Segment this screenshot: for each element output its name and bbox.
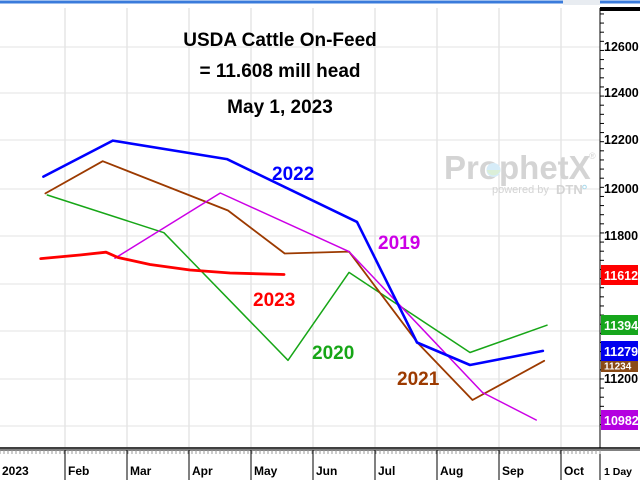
svg-text:11800: 11800 bbox=[604, 229, 638, 243]
svg-text:12200: 12200 bbox=[604, 133, 639, 147]
svg-text:May 1, 2023: May 1, 2023 bbox=[227, 97, 333, 118]
svg-text:11394: 11394 bbox=[604, 319, 638, 333]
svg-text:2023: 2023 bbox=[253, 290, 295, 311]
svg-text:powered by: powered by bbox=[492, 184, 549, 196]
svg-text:Jul: Jul bbox=[378, 464, 395, 478]
svg-text:Aug: Aug bbox=[440, 464, 463, 478]
svg-text:DTN: DTN bbox=[556, 182, 583, 197]
svg-text:Feb: Feb bbox=[68, 464, 89, 478]
svg-text:May: May bbox=[254, 464, 278, 478]
svg-text:Oct: Oct bbox=[564, 464, 584, 478]
svg-text:11200: 11200 bbox=[604, 372, 638, 386]
svg-text:USDA Cattle On-Feed: USDA Cattle On-Feed bbox=[183, 30, 377, 51]
svg-text:12000: 12000 bbox=[604, 182, 639, 196]
svg-text:12600: 12600 bbox=[604, 40, 639, 54]
svg-text:Jun: Jun bbox=[316, 464, 337, 478]
svg-text:11612: 11612 bbox=[604, 269, 638, 283]
svg-text:11234: 11234 bbox=[604, 362, 632, 373]
svg-text:2019: 2019 bbox=[378, 233, 420, 254]
svg-text:ProphetX: ProphetX bbox=[444, 149, 591, 186]
svg-text:11279: 11279 bbox=[604, 345, 638, 359]
svg-text:Mar: Mar bbox=[130, 464, 152, 478]
svg-text:10982: 10982 bbox=[604, 414, 639, 428]
svg-text:= 11.608 mill head: = 11.608 mill head bbox=[199, 61, 360, 82]
svg-text:Sep: Sep bbox=[502, 464, 524, 478]
svg-text:2023: 2023 bbox=[2, 464, 29, 478]
svg-text:®: ® bbox=[589, 151, 596, 161]
svg-text:2020: 2020 bbox=[312, 343, 354, 364]
svg-text:Apr: Apr bbox=[192, 464, 213, 478]
svg-text:2022: 2022 bbox=[272, 164, 314, 185]
svg-text:1 Day: 1 Day bbox=[604, 466, 632, 478]
svg-text:2021: 2021 bbox=[397, 369, 440, 390]
svg-text:12400: 12400 bbox=[604, 86, 639, 100]
